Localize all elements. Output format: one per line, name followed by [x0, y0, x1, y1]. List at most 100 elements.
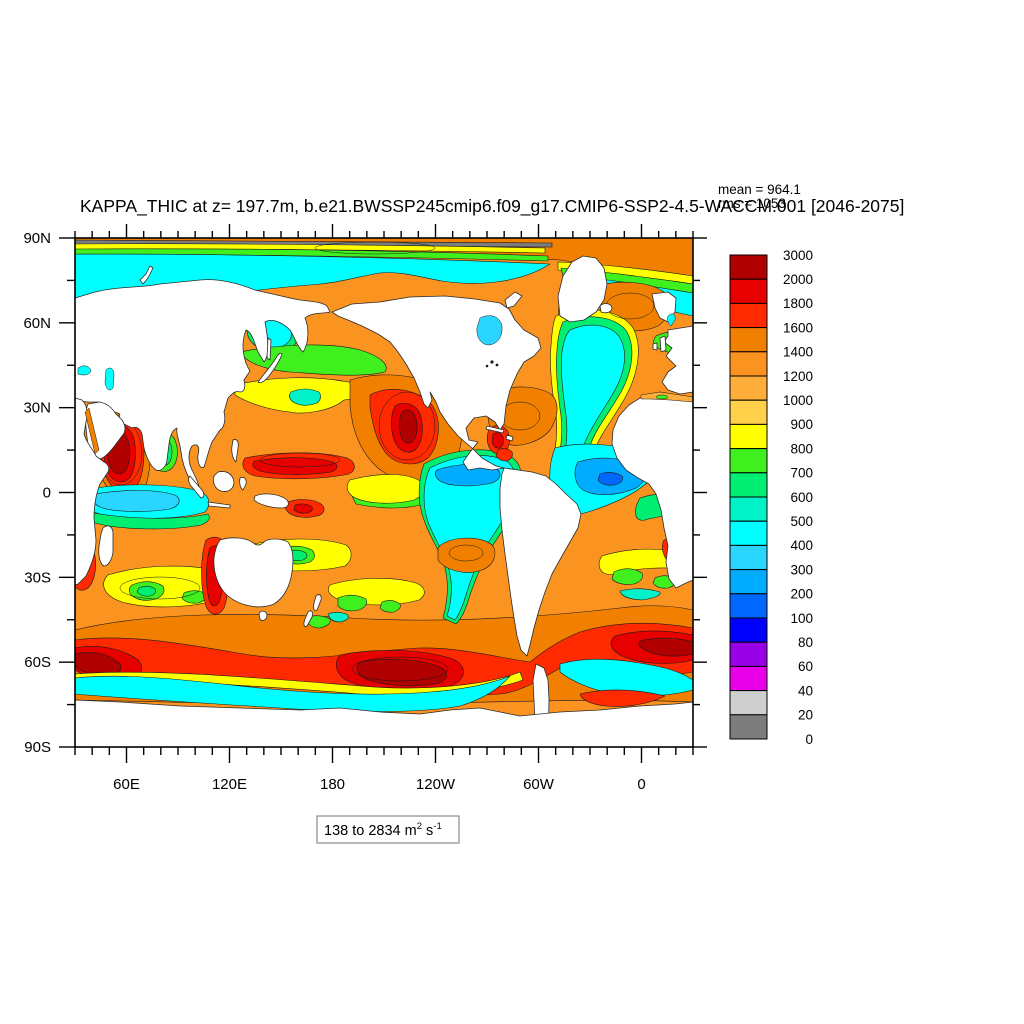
- colorbar-label: 80: [798, 635, 813, 650]
- land-baffin: [504, 291, 523, 309]
- land-nz-north: [313, 594, 322, 611]
- colorbar-label: 40: [798, 683, 813, 698]
- colorbar-label: 600: [790, 490, 813, 505]
- plot-title: KAPPA_THIC at z= 197.7m, b.e21.BWSSP245c…: [80, 196, 904, 217]
- colorbar-label: 700: [790, 466, 813, 481]
- colorbar-labels: 3000200018001600140012001000900800700600…: [783, 248, 813, 747]
- land-sumatra: [188, 475, 205, 499]
- land-madagascar: [98, 525, 114, 567]
- y-axis-labels: 90N 60N 30N 0 30S 60S 90S: [23, 230, 51, 756]
- baltic-sea: [667, 313, 676, 327]
- colorbar-box: [729, 399, 768, 425]
- land-australia: [213, 537, 294, 608]
- colorbar-box: [729, 665, 768, 692]
- land-south-america: [499, 467, 582, 657]
- x-tick-label: 120W: [416, 776, 456, 793]
- land-iceland: [599, 303, 613, 314]
- colorbar-box: [729, 641, 768, 667]
- y-tick-label: 30S: [24, 569, 51, 586]
- hudson-bay: [476, 315, 503, 346]
- land-eurasia: [74, 279, 331, 489]
- range-label-sup: -1: [433, 821, 441, 832]
- colorbar-label: 3000: [783, 248, 813, 263]
- colorbar-label: 800: [790, 441, 813, 456]
- colorbar-box: [729, 617, 768, 643]
- land-greenland: [557, 255, 608, 323]
- colorbar-box: [729, 714, 768, 740]
- black-sea: [77, 365, 92, 376]
- land-masses: [74, 255, 694, 748]
- mean-value-text: mean = 964.1: [718, 182, 801, 197]
- colorbar-box: [729, 278, 768, 304]
- colorbar: [729, 254, 768, 740]
- range-label: 138 to 2834 m2 s-1: [324, 821, 442, 839]
- colorbar-label: 200: [790, 587, 813, 602]
- range-box-border: [316, 815, 460, 844]
- land-antarctica: [74, 699, 694, 748]
- land-philippines: [231, 439, 239, 463]
- land-sulawesi: [239, 476, 247, 491]
- y-tick-label: 30N: [23, 400, 51, 417]
- colorbar-box: [729, 690, 768, 716]
- colorbar-box: [729, 496, 768, 522]
- land-nz-south: [303, 610, 314, 627]
- colorbar-label: 400: [790, 538, 813, 553]
- colorbar-label: 100: [790, 611, 813, 626]
- colorbar-label: 500: [790, 514, 813, 529]
- colorbar-box: [729, 569, 768, 595]
- marginal-seas: [77, 313, 694, 455]
- colorbar-box: [729, 472, 768, 498]
- colorbar-label: 300: [790, 562, 813, 577]
- land-cuba: [485, 425, 505, 434]
- colorbar-label: 900: [790, 417, 813, 432]
- colorbar-box: [729, 423, 768, 450]
- land-new-guinea: [253, 493, 289, 509]
- land-tasmania: [258, 610, 268, 621]
- colorbar-label: 1800: [783, 296, 813, 311]
- axis-ticks: [59, 224, 707, 763]
- caspian-sea: [104, 367, 115, 391]
- land-japan: [257, 352, 283, 384]
- colorbar-box: [729, 254, 768, 280]
- great-lakes-dot: [495, 363, 499, 367]
- ocean-contour-field: [74, 237, 694, 747]
- x-tick-label: 180: [320, 776, 345, 793]
- colorbar-box: [729, 520, 768, 546]
- land-ireland: [652, 342, 658, 351]
- y-tick-label: 0: [43, 485, 51, 502]
- colorbar-box: [729, 375, 768, 401]
- colorbar-label: 0: [805, 732, 813, 747]
- colorbar-label: 20: [798, 708, 813, 723]
- great-lakes-dot: [485, 364, 489, 368]
- colorbar-box: [729, 593, 768, 619]
- x-tick-label: 60W: [523, 776, 555, 793]
- x-tick-label: 60E: [113, 776, 140, 793]
- land-novaya-zemlya: [139, 265, 154, 285]
- colorbar-box: [729, 302, 768, 329]
- land-africa-east: [74, 397, 110, 586]
- land-java: [207, 501, 231, 509]
- land-sakhalin: [266, 337, 272, 361]
- land-britain: [659, 335, 667, 353]
- y-tick-label: 60S: [24, 654, 51, 671]
- red-sea: [84, 407, 100, 455]
- x-tick-label: 0: [637, 776, 645, 793]
- colorbar-label: 1600: [783, 320, 813, 335]
- colorbar-box: [729, 351, 768, 377]
- colorbar-label: 2000: [783, 272, 813, 287]
- colorbar-box: [729, 448, 768, 474]
- colorbar-label: 60: [798, 659, 813, 674]
- rms-value-text: rms = 1053: [718, 196, 786, 211]
- land-borneo: [213, 471, 235, 492]
- range-label-base: s: [422, 823, 433, 839]
- colorbar-label: 1000: [783, 393, 813, 408]
- x-tick-label: 120E: [212, 776, 247, 793]
- colorbar-label: 1400: [783, 345, 813, 360]
- mediterranean-patch: [655, 394, 669, 400]
- y-tick-label: 90N: [23, 230, 51, 247]
- range-label-base: 138 to 2834 m: [324, 823, 417, 839]
- y-tick-label: 90S: [24, 739, 51, 756]
